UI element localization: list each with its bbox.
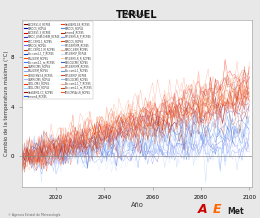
Text: E: E [213, 203, 222, 216]
Text: A: A [198, 203, 207, 216]
Text: © Agencia Estatal de Meteorología: © Agencia Estatal de Meteorología [8, 213, 60, 217]
X-axis label: Año: Año [131, 202, 143, 208]
Title: TERUEL: TERUEL [116, 10, 158, 20]
Legend: ACCESS1.0_RCP85, MIROC5_RCP45, ACCESS1.3_RCP85, MIROC_ESM-CHEM_RCP45, BCC-CSM1.1: ACCESS1.0_RCP85, MIROC5_RCP45, ACCESS1.3… [23, 21, 93, 99]
Text: Met: Met [228, 207, 244, 216]
Text: ANUAL: ANUAL [125, 11, 149, 17]
Y-axis label: Cambio de la temperatura máxima (°C): Cambio de la temperatura máxima (°C) [3, 51, 9, 156]
